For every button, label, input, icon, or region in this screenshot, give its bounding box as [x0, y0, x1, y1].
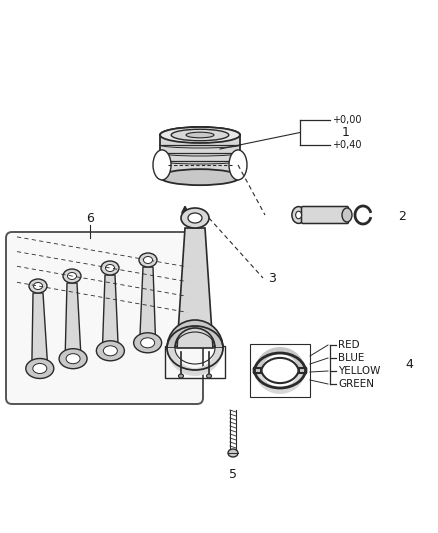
- Ellipse shape: [96, 341, 124, 361]
- Wedge shape: [167, 320, 223, 348]
- Ellipse shape: [179, 374, 184, 378]
- Ellipse shape: [206, 374, 212, 378]
- Ellipse shape: [33, 364, 47, 374]
- Ellipse shape: [229, 150, 247, 180]
- Ellipse shape: [292, 207, 305, 223]
- Ellipse shape: [103, 346, 117, 356]
- Bar: [160, 163, 240, 177]
- Ellipse shape: [66, 354, 80, 364]
- Text: GREEN: GREEN: [338, 379, 374, 389]
- Ellipse shape: [59, 349, 87, 369]
- Text: 1: 1: [342, 126, 350, 139]
- Wedge shape: [254, 347, 306, 373]
- FancyBboxPatch shape: [301, 206, 349, 223]
- Ellipse shape: [63, 269, 81, 283]
- Polygon shape: [102, 275, 118, 351]
- Text: BLUE: BLUE: [338, 353, 364, 363]
- Ellipse shape: [181, 208, 209, 228]
- Wedge shape: [167, 348, 223, 376]
- Text: 5: 5: [229, 468, 237, 481]
- Ellipse shape: [33, 282, 42, 289]
- Text: 6: 6: [86, 212, 94, 225]
- Polygon shape: [65, 283, 81, 359]
- FancyBboxPatch shape: [6, 232, 203, 404]
- Text: +0,40: +0,40: [332, 140, 361, 150]
- Ellipse shape: [101, 261, 119, 275]
- Ellipse shape: [160, 169, 240, 185]
- Ellipse shape: [141, 338, 155, 348]
- Ellipse shape: [134, 333, 162, 353]
- Polygon shape: [140, 267, 155, 343]
- Text: 4: 4: [405, 358, 413, 371]
- Ellipse shape: [188, 213, 202, 223]
- Text: 2: 2: [398, 211, 406, 223]
- Text: 3: 3: [268, 271, 276, 285]
- Ellipse shape: [144, 256, 152, 263]
- Ellipse shape: [171, 129, 229, 141]
- Ellipse shape: [106, 264, 114, 271]
- Ellipse shape: [160, 127, 240, 143]
- Text: RED: RED: [338, 340, 360, 350]
- Ellipse shape: [228, 449, 238, 457]
- Polygon shape: [177, 228, 213, 348]
- Polygon shape: [32, 293, 48, 368]
- Ellipse shape: [29, 279, 47, 293]
- Ellipse shape: [67, 272, 77, 279]
- Ellipse shape: [186, 132, 214, 138]
- Ellipse shape: [342, 208, 352, 222]
- Ellipse shape: [26, 359, 54, 378]
- Ellipse shape: [153, 150, 171, 180]
- Text: +0,00: +0,00: [332, 115, 361, 125]
- Text: YELLOW: YELLOW: [338, 366, 380, 376]
- Ellipse shape: [296, 211, 301, 219]
- Ellipse shape: [139, 253, 157, 267]
- Bar: [250, 344, 310, 397]
- Bar: [160, 135, 240, 177]
- Wedge shape: [254, 368, 306, 394]
